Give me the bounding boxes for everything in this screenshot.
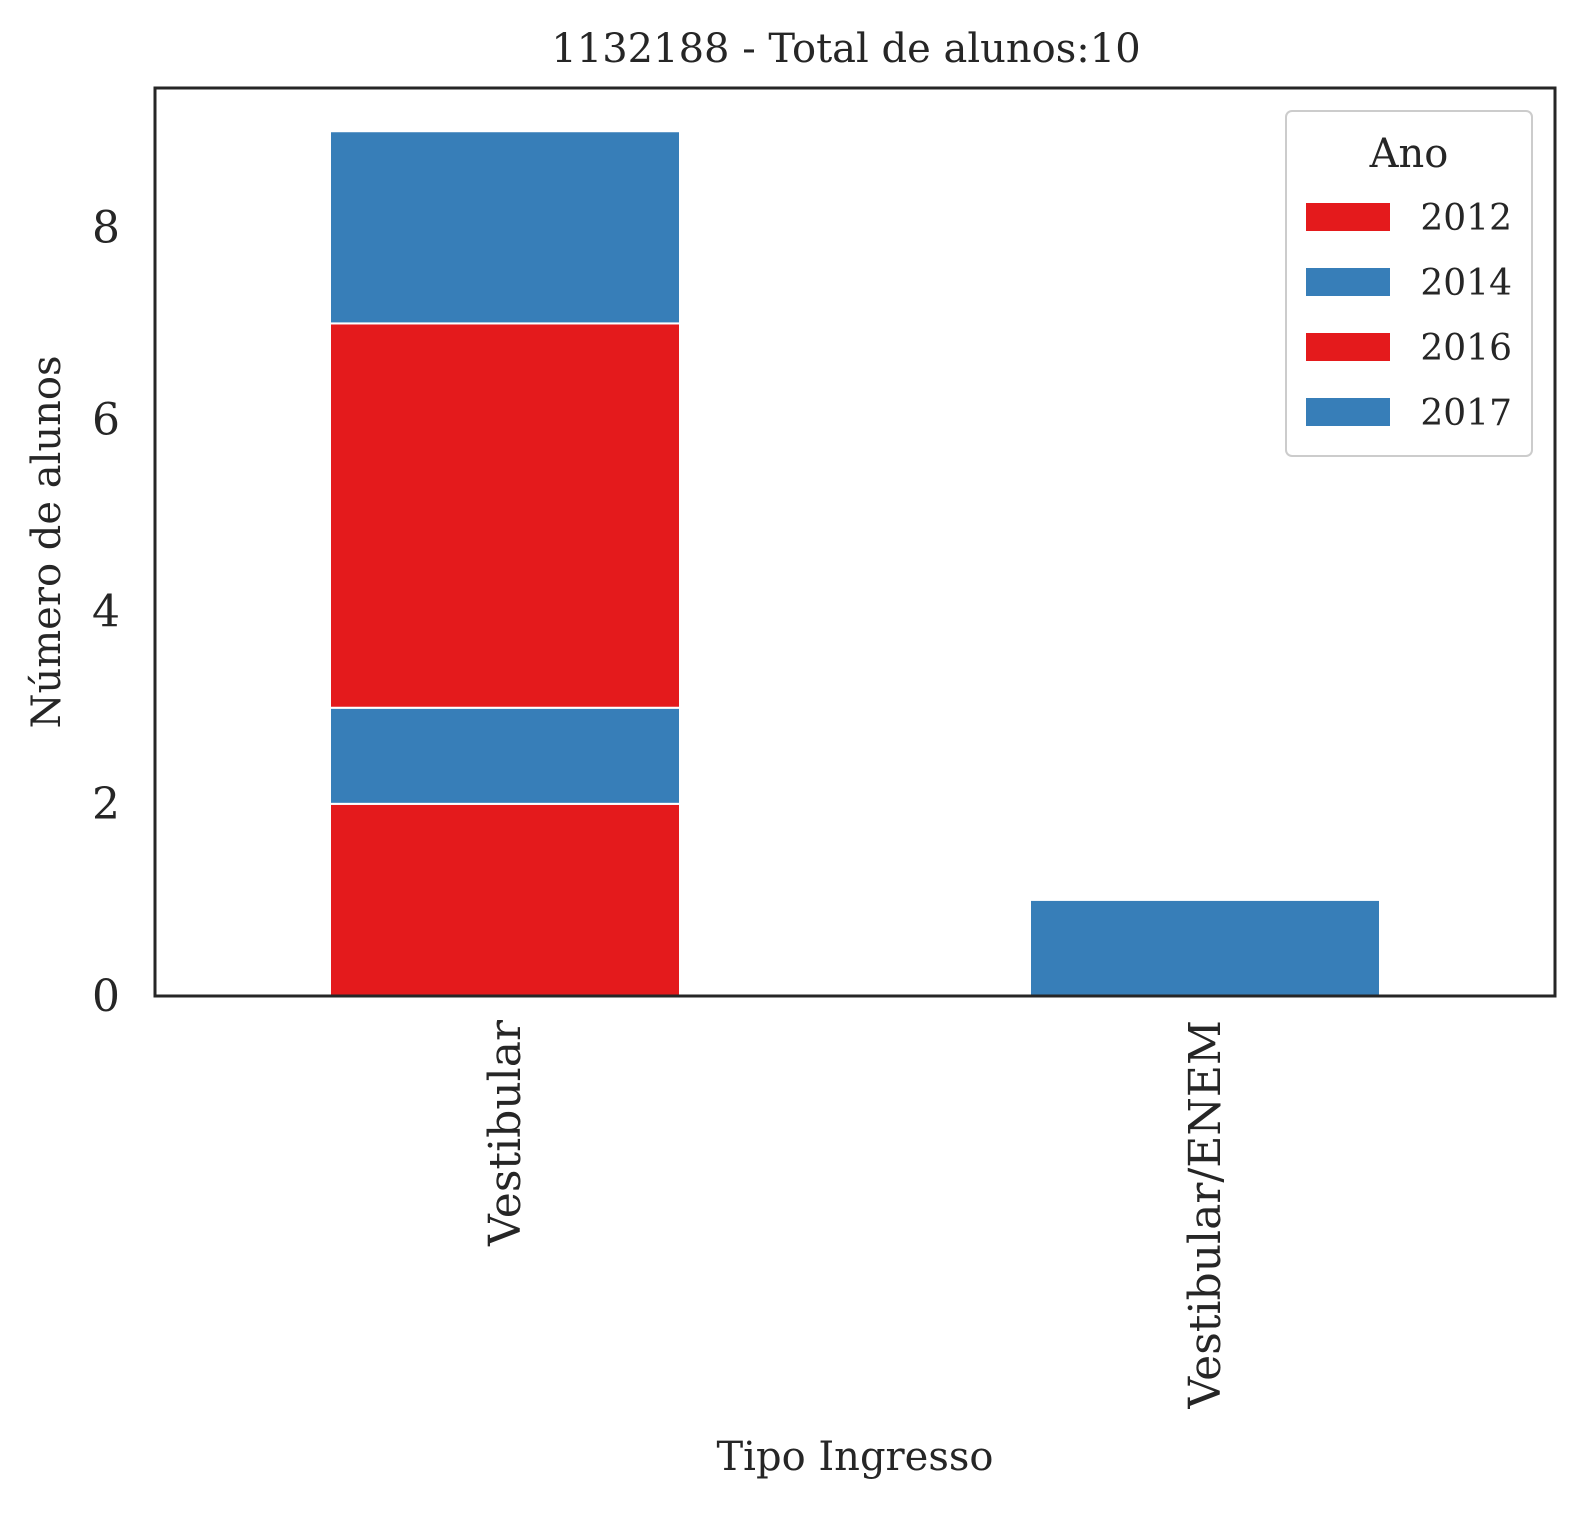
legend-label-2016: 2016 [1420, 328, 1512, 369]
bar-vestibular-2014 [329, 706, 681, 805]
plot-area [329, 130, 1381, 997]
legend-label-2012: 2012 [1420, 198, 1512, 239]
bar-vestibular-2012 [329, 802, 681, 997]
legend-label-2014: 2014 [1420, 263, 1512, 304]
chart-title: 1132188 - Total de alunos:10 [551, 26, 1140, 72]
x-tick-label-vestibular: Vestibular [480, 1019, 531, 1247]
y-tick-label-4: 4 [92, 587, 120, 638]
legend-swatch-2016 [1306, 333, 1390, 361]
y-tick-label-0: 0 [92, 971, 120, 1022]
plot-frame [153, 86, 1557, 998]
legend-swatch-2012 [1306, 203, 1390, 231]
legend: Ano 2012 2014 2016 2017 [1285, 110, 1533, 457]
legend-label-2017: 2017 [1420, 393, 1512, 434]
y-tick-label-8: 8 [92, 202, 120, 253]
legend-title: Ano [1369, 131, 1449, 177]
legend-swatch-2014 [1306, 268, 1390, 296]
y-tick-label-6: 6 [92, 394, 120, 445]
x-tick-label-vestibular-enem: Vestibular/ENEM [1180, 1020, 1231, 1410]
legend-box [1285, 110, 1533, 457]
x-axis-label: Tipo Ingresso [717, 1434, 994, 1480]
legend-swatch-2017 [1306, 398, 1390, 426]
y-tick-label-2: 2 [92, 779, 120, 830]
bar-vestibular-enem-2017 [1029, 898, 1381, 997]
y-axis: 0 2 4 6 8 [92, 202, 120, 1022]
x-axis: Vestibular Vestibular/ENEM [480, 1019, 1231, 1410]
y-axis-label: Número de alunos [24, 355, 70, 728]
bar-vestibular-2017 [329, 130, 681, 325]
bar-vestibular-2016 [329, 322, 681, 709]
